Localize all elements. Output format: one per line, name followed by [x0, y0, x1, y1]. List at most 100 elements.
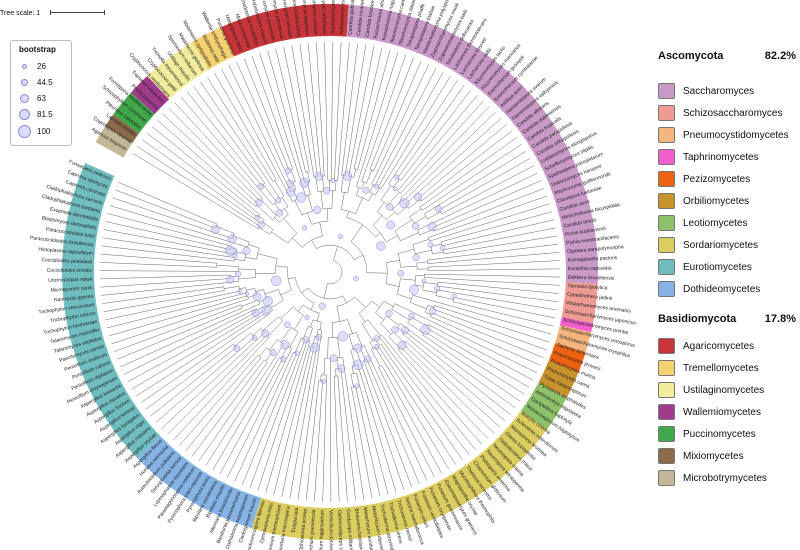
- branch: [438, 203, 550, 239]
- bootstrap-node-circle: [302, 336, 310, 344]
- bootstrap-node-circle: [269, 349, 277, 357]
- branch: [447, 260, 560, 267]
- branch: [401, 85, 465, 173]
- branch: [282, 197, 289, 207]
- branch: [405, 90, 472, 175]
- branch: [356, 180, 359, 187]
- branch: [301, 287, 309, 293]
- branch: [333, 246, 338, 261]
- branch: [453, 297, 469, 301]
- branch: [353, 161, 356, 169]
- clade-arc: [191, 27, 235, 70]
- branch: [429, 299, 552, 335]
- bootstrap-node-circle: [385, 309, 393, 318]
- branch: [419, 342, 511, 415]
- branch: [400, 186, 407, 194]
- clade-arc: [61, 162, 161, 459]
- bootstrap-node-circle: [318, 302, 326, 310]
- branch: [436, 151, 526, 207]
- branch: [428, 324, 438, 330]
- branch: [384, 344, 470, 456]
- branch: [338, 42, 350, 166]
- branch: [400, 278, 416, 281]
- branch: [287, 351, 294, 365]
- branch: [371, 349, 381, 367]
- branch: [168, 107, 255, 195]
- branch: [100, 253, 208, 263]
- bootstrap-node-circle: [391, 326, 399, 334]
- branch: [316, 312, 320, 322]
- branch: [123, 313, 246, 375]
- branch: [375, 347, 386, 364]
- branch: [374, 64, 429, 179]
- branch: [117, 314, 228, 360]
- bootstrap-node-circle: [337, 331, 348, 342]
- tip-label: Yarrowia lipolytica: [567, 283, 607, 291]
- class-color-ring: [61, 3, 598, 540]
- branch: [452, 301, 468, 306]
- bootstrap-node-circle: [397, 340, 407, 350]
- bootstrap-node-circle: [427, 222, 437, 232]
- branch: [273, 359, 309, 496]
- clade-arc: [561, 282, 598, 324]
- branch: [290, 169, 296, 182]
- branch: [255, 314, 269, 324]
- branch: [216, 264, 239, 267]
- branch: [358, 52, 399, 181]
- branch: [449, 227, 556, 249]
- bootstrap-node-circle: [275, 197, 282, 204]
- branch: [361, 323, 374, 342]
- bootstrap-node-circle: [255, 198, 263, 207]
- branch: [434, 226, 446, 232]
- branch: [193, 86, 260, 176]
- clade-arc: [130, 75, 170, 115]
- branch: [405, 357, 483, 445]
- branch: [310, 303, 315, 310]
- bootstrap-node-circle: [409, 284, 419, 295]
- branch: [424, 124, 507, 193]
- clade-arc: [520, 382, 567, 430]
- bootstrap-node-circle: [435, 205, 443, 213]
- branch: [410, 302, 427, 310]
- bootstrap-node-circle: [283, 321, 291, 328]
- branch: [217, 343, 234, 357]
- branch: [242, 219, 259, 230]
- branch: [308, 327, 313, 341]
- branch: [435, 332, 530, 388]
- branch: [334, 388, 340, 502]
- branch: [334, 165, 336, 181]
- tip-label: Saccharomyces eubayanus: [330, 0, 337, 34]
- branch: [436, 195, 548, 235]
- branch: [397, 183, 404, 191]
- branch: [350, 46, 375, 168]
- branch: [340, 175, 344, 192]
- branch: [429, 238, 439, 242]
- branch: [107, 213, 221, 244]
- branch: [249, 354, 300, 488]
- branch: [214, 73, 271, 170]
- branch: [324, 42, 328, 175]
- bootstrap-node-circle: [323, 187, 331, 195]
- clade-arc: [105, 114, 140, 144]
- branch: [356, 372, 360, 386]
- tip-label: Candida glabrata: [347, 0, 356, 35]
- bootstrap-node-circle: [284, 167, 292, 175]
- tree-scale-label: Tree scale: 1: [0, 10, 41, 17]
- branch: [267, 320, 284, 337]
- basidiomycota-legend: Basidiomycota 17.8% Agaricomycetes Treme…: [658, 313, 798, 489]
- branch: [405, 341, 412, 347]
- bootstrap-node-circle: [251, 308, 261, 318]
- legend-item: Agaricomycetes: [658, 335, 798, 357]
- branch: [350, 224, 363, 242]
- branch: [289, 331, 299, 348]
- branch: [358, 313, 366, 323]
- bootstrap-node-circle: [262, 296, 273, 307]
- bootstrap-node-circle: [337, 364, 346, 373]
- branch: [468, 300, 556, 319]
- branch: [378, 367, 386, 381]
- branch: [275, 48, 305, 165]
- branch: [434, 305, 445, 309]
- branch: [118, 182, 208, 221]
- bootstrap-node-circle: [314, 172, 324, 181]
